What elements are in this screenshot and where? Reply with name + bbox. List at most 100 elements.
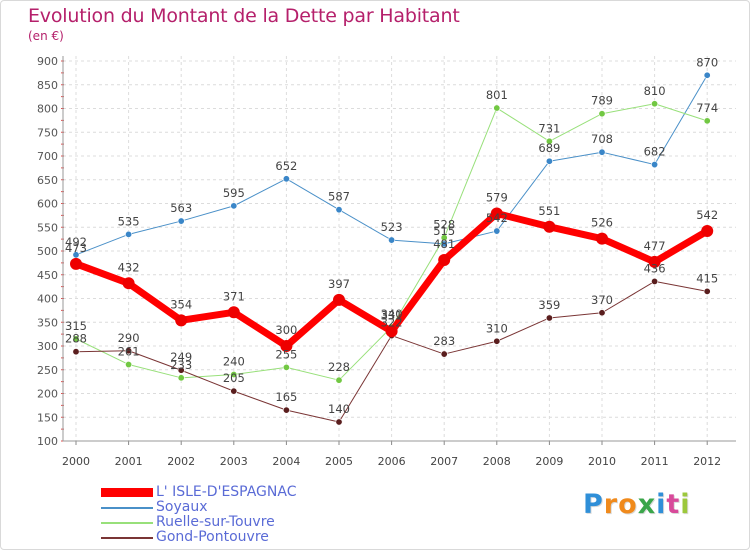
data-label-soyaux: 515 (433, 224, 455, 238)
data-label-soyaux: 563 (170, 201, 192, 215)
data-point-gond-pontouvre (440, 350, 448, 358)
data-point-ruelle-sur-touvre (598, 110, 606, 118)
data-point-ruelle-sur-touvre (545, 137, 553, 145)
data-point-ruelle-sur-touvre (335, 376, 343, 384)
legend-label: Soyaux (156, 499, 208, 515)
data-point-l-isle-d-espagnac (385, 325, 398, 338)
data-label-ruelle-sur-touvre: 233 (170, 358, 192, 372)
x-tick-label: 2000 (62, 455, 90, 468)
x-tick-label: 2005 (325, 455, 353, 468)
y-tick-label: 700 (37, 150, 58, 163)
data-point-l-isle-d-espagnac (227, 306, 240, 319)
data-point-soyaux (282, 175, 290, 183)
data-label-soyaux: 689 (538, 141, 560, 155)
legend-swatch (101, 537, 153, 539)
data-label-soyaux: 542 (486, 211, 508, 225)
data-point-soyaux (335, 206, 343, 214)
y-tick-label: 300 (37, 340, 58, 353)
data-point-gond-pontouvre (545, 314, 553, 322)
data-point-l-isle-d-espagnac (333, 293, 345, 306)
data-label-gond-pontouvre: 359 (538, 298, 560, 312)
x-tick-label: 2004 (272, 455, 300, 468)
data-label-ruelle-sur-touvre: 255 (275, 347, 297, 361)
data-point-l-isle-d-espagnac (70, 257, 82, 270)
x-tick-label: 2008 (483, 455, 511, 468)
data-point-soyaux (703, 71, 711, 79)
y-tick-label: 500 (37, 245, 58, 258)
data-label-gond-pontouvre: 249 (170, 350, 192, 364)
data-label-ruelle-sur-touvre: 240 (223, 355, 245, 369)
x-tick-label: 2011 (641, 455, 669, 468)
y-tick-label: 800 (37, 103, 58, 116)
y-tick-label: 200 (37, 388, 58, 401)
logo-letter: i (680, 489, 691, 520)
data-label-soyaux: 535 (118, 214, 140, 228)
data-point-l-isle-d-espagnac (175, 314, 188, 327)
data-point-l-isle-d-espagnac (648, 255, 661, 268)
data-label-ruelle-sur-touvre: 789 (591, 94, 613, 108)
data-label-l-isle-d-espagnac: 526 (591, 216, 613, 230)
data-label-ruelle-sur-touvre: 261 (118, 345, 140, 359)
x-tick-label: 2010 (588, 455, 616, 468)
data-label-gond-pontouvre: 370 (591, 293, 613, 307)
y-tick-label: 550 (37, 221, 58, 234)
data-point-soyaux (545, 157, 553, 165)
data-point-l-isle-d-espagnac (596, 232, 608, 245)
data-point-gond-pontouvre (703, 287, 711, 295)
data-label-soyaux: 652 (275, 159, 297, 173)
x-tick-label: 2006 (378, 455, 406, 468)
y-tick-label: 600 (37, 198, 58, 211)
legend-swatch (101, 488, 153, 497)
data-point-ruelle-sur-touvre (72, 335, 80, 343)
data-point-gond-pontouvre (230, 387, 238, 395)
data-label-gond-pontouvre: 290 (118, 331, 140, 345)
y-tick-label: 900 (37, 55, 58, 68)
data-point-l-isle-d-espagnac (543, 220, 556, 233)
data-label-gond-pontouvre: 415 (696, 271, 718, 285)
data-point-l-isle-d-espagnac (701, 225, 714, 238)
data-point-soyaux (598, 148, 606, 156)
data-label-gond-pontouvre: 165 (275, 390, 297, 404)
y-tick-label: 150 (37, 411, 58, 424)
data-point-gond-pontouvre (335, 418, 343, 426)
data-point-l-isle-d-espagnac (438, 254, 451, 267)
y-tick-label: 850 (37, 79, 58, 92)
data-label-ruelle-sur-touvre: 801 (486, 88, 508, 102)
data-point-gond-pontouvre (598, 309, 606, 317)
data-label-l-isle-d-espagnac: 300 (275, 323, 297, 337)
data-point-ruelle-sur-touvre (177, 374, 185, 382)
data-label-gond-pontouvre: 322 (381, 316, 403, 330)
data-label-soyaux: 587 (328, 190, 350, 204)
data-label-soyaux: 492 (65, 235, 87, 249)
data-label-soyaux: 595 (223, 186, 245, 200)
y-tick-label: 650 (37, 174, 58, 187)
plot-area (63, 56, 736, 441)
data-point-soyaux (125, 230, 133, 238)
data-label-gond-pontouvre: 283 (433, 334, 455, 348)
data-point-soyaux (230, 202, 238, 210)
legend-swatch (101, 507, 153, 509)
data-label-gond-pontouvre: 288 (65, 332, 87, 346)
data-label-soyaux: 870 (696, 55, 718, 69)
data-label-ruelle-sur-touvre: 528 (433, 218, 455, 232)
x-tick-label: 2003 (220, 455, 248, 468)
legend-swatch (101, 522, 153, 524)
data-point-gond-pontouvre (651, 277, 659, 285)
data-label-l-isle-d-espagnac: 477 (644, 239, 666, 253)
data-label-l-isle-d-espagnac: 481 (433, 237, 455, 251)
data-label-l-isle-d-espagnac: 473 (65, 241, 87, 255)
x-tick-label: 2009 (535, 455, 563, 468)
data-label-gond-pontouvre: 205 (223, 371, 245, 385)
chart-subtitle: (en €) (28, 29, 64, 43)
data-point-l-isle-d-espagnac (280, 340, 293, 352)
data-point-soyaux (651, 161, 659, 169)
x-tick-label: 2007 (430, 455, 458, 468)
data-label-soyaux: 708 (591, 132, 613, 146)
chart-title: Evolution du Montant de la Dette par Hab… (28, 5, 460, 27)
data-point-ruelle-sur-touvre (125, 361, 133, 369)
y-tick-label: 350 (37, 316, 58, 329)
y-tick-label: 400 (37, 293, 58, 306)
logo-letter: r (603, 489, 619, 520)
data-point-gond-pontouvre (177, 366, 185, 374)
